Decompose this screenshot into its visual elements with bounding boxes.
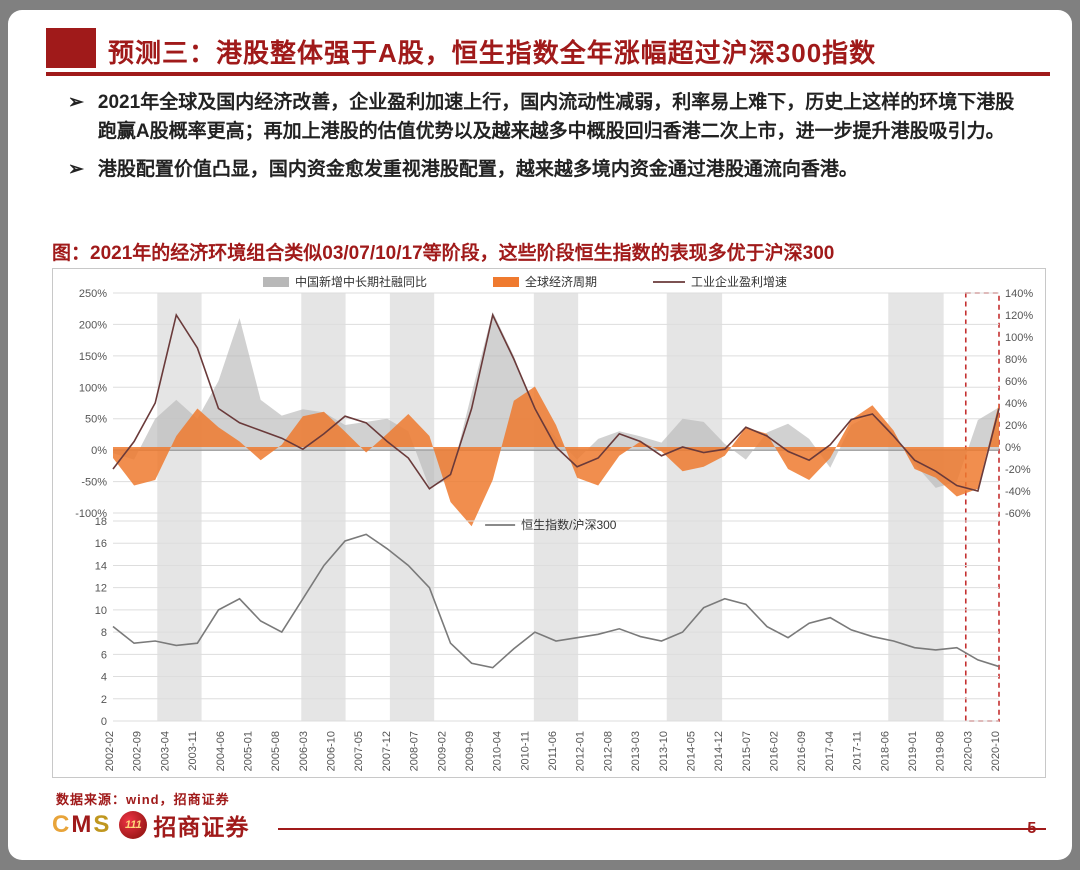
chart-svg: -100%-50%0%50%100%150%200%250%-60%-40%-2… [53,269,1047,779]
svg-text:2014-05: 2014-05 [685,731,697,771]
page-number: - 5 - [1018,820,1046,838]
svg-text:120%: 120% [1005,310,1033,322]
svg-text:2005-01: 2005-01 [242,731,254,771]
svg-text:20%: 20% [1005,420,1027,432]
footer: 数据来源：wind，招商证券 CMS 111 招商证券 - 5 - [52,802,1046,842]
svg-text:18: 18 [95,516,107,528]
svg-text:2006-03: 2006-03 [298,731,310,771]
data-source: 数据来源：wind，招商证券 [56,789,230,808]
svg-text:8: 8 [101,627,107,639]
svg-text:12: 12 [95,583,107,595]
svg-text:14: 14 [95,560,107,572]
svg-text:-60%: -60% [1005,508,1031,520]
svg-text:200%: 200% [79,319,107,331]
svg-text:2020-03: 2020-03 [962,731,974,771]
logo: CMS 111 招商证券 [52,808,249,842]
svg-text:100%: 100% [79,382,107,394]
svg-text:2010-11: 2010-11 [519,731,531,771]
svg-text:10: 10 [95,605,107,617]
svg-text:60%: 60% [1005,376,1027,388]
svg-text:2003-04: 2003-04 [159,731,171,771]
svg-text:中国新增中长期社融同比: 中国新增中长期社融同比 [295,274,427,289]
svg-text:2007-05: 2007-05 [353,731,365,771]
svg-text:2020-10: 2020-10 [990,731,1002,771]
svg-text:-50%: -50% [81,477,107,489]
svg-text:6: 6 [101,649,107,661]
svg-text:2017-11: 2017-11 [852,731,864,771]
svg-text:2010-04: 2010-04 [492,731,504,771]
logo-circle-icon: 111 [119,811,147,839]
svg-text:2013-03: 2013-03 [630,731,642,771]
slide: 预测三：港股整体强于A股，恒生指数全年涨幅超过沪深300指数 ➢ 2021年全球… [8,10,1072,860]
bullet-arrow-icon: ➢ [68,88,84,147]
logo-zh-text: 招商证券 [153,808,249,842]
svg-text:2005-08: 2005-08 [270,731,282,771]
svg-text:100%: 100% [1005,332,1033,344]
svg-text:-20%: -20% [1005,464,1031,476]
svg-text:2016-09: 2016-09 [796,731,808,771]
svg-text:恒生指数/沪深300: 恒生指数/沪深300 [521,517,617,532]
svg-text:2012-08: 2012-08 [602,731,614,771]
bullet-text: 2021年全球及国内经济改善，企业盈利加速上行，国内流动性减弱，利率易上难下，历… [98,88,1032,147]
svg-text:2006-10: 2006-10 [326,731,338,771]
bullet-arrow-icon: ➢ [68,155,84,184]
svg-text:2004-06: 2004-06 [215,731,227,771]
svg-text:2019-08: 2019-08 [935,731,947,771]
bullet-text: 港股配置价值凸显，国内资金愈发重视港股配置，越来越多境内资金通过港股通流向香港。 [98,155,858,184]
svg-text:0%: 0% [1005,442,1021,454]
svg-text:2012-01: 2012-01 [575,731,587,771]
svg-text:80%: 80% [1005,354,1027,366]
svg-text:50%: 50% [85,414,107,426]
svg-text:140%: 140% [1005,288,1033,300]
bullet-list: ➢ 2021年全球及国内经济改善，企业盈利加速上行，国内流动性减弱，利率易上难下… [68,88,1032,192]
svg-text:2013-10: 2013-10 [658,731,670,771]
svg-text:2002-02: 2002-02 [104,731,116,771]
svg-text:-40%: -40% [1005,486,1031,498]
svg-text:2007-12: 2007-12 [381,731,393,771]
svg-text:2019-01: 2019-01 [907,731,919,771]
svg-text:0: 0 [101,716,107,728]
svg-text:0%: 0% [91,445,107,457]
svg-text:2008-07: 2008-07 [409,731,421,771]
svg-text:16: 16 [95,538,107,550]
svg-text:2011-06: 2011-06 [547,731,559,771]
svg-text:250%: 250% [79,288,107,300]
bullet-item: ➢ 2021年全球及国内经济改善，企业盈利加速上行，国内流动性减弱，利率易上难下… [68,88,1032,147]
chart-container: -100%-50%0%50%100%150%200%250%-60%-40%-2… [52,268,1046,778]
svg-text:2016-02: 2016-02 [769,731,781,771]
svg-text:2018-06: 2018-06 [879,731,891,771]
svg-text:2: 2 [101,694,107,706]
svg-text:40%: 40% [1005,398,1027,410]
svg-text:2009-02: 2009-02 [436,731,448,771]
bullet-item: ➢ 港股配置价值凸显，国内资金愈发重视港股配置，越来越多境内资金通过港股通流向香… [68,155,1032,184]
svg-text:2017-04: 2017-04 [824,731,836,771]
svg-text:4: 4 [101,672,107,684]
svg-text:150%: 150% [79,351,107,363]
title-bar: 预测三：港股整体强于A股，恒生指数全年涨幅超过沪深300指数 [46,30,1050,76]
chart-title: 图：2021年的经济环境组合类似03/07/10/17等阶段，这些阶段恒生指数的… [52,238,1032,265]
cms-logo-text: CMS [52,811,111,839]
svg-text:工业企业盈利增速: 工业企业盈利增速 [691,274,787,289]
slide-title: 预测三：港股整体强于A股，恒生指数全年涨幅超过沪深300指数 [108,33,876,70]
svg-text:2015-07: 2015-07 [741,731,753,771]
svg-text:2014-12: 2014-12 [713,731,725,771]
svg-text:全球经济周期: 全球经济周期 [525,274,597,289]
svg-text:2009-09: 2009-09 [464,731,476,771]
svg-text:2003-11: 2003-11 [187,731,199,771]
svg-text:2002-09: 2002-09 [132,731,144,771]
